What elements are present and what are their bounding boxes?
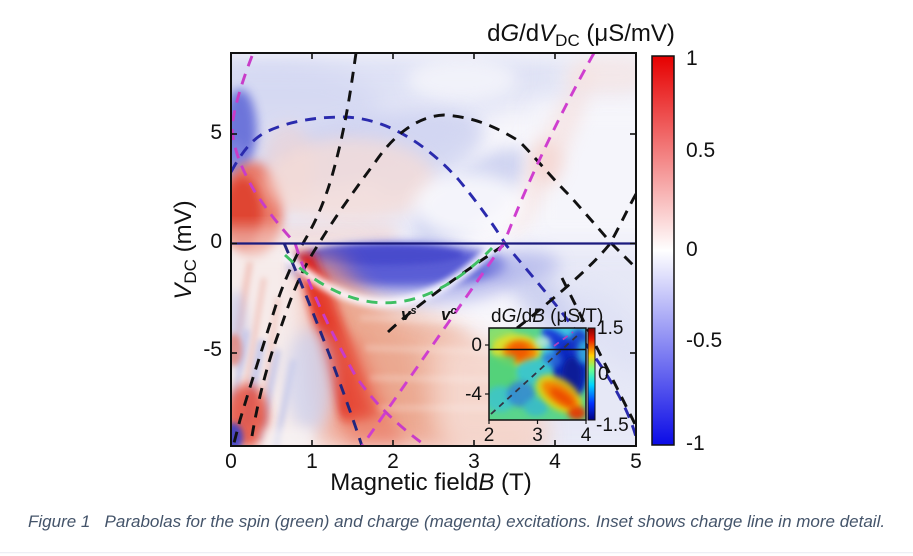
svg-text:0: 0 [471, 335, 482, 356]
svg-text:3: 3 [468, 450, 480, 473]
svg-text:Magnetic fieldB (T): Magnetic fieldB (T) [330, 469, 531, 496]
svg-text:-1: -1 [686, 432, 705, 455]
svg-text:5: 5 [630, 450, 642, 473]
svg-text:0: 0 [225, 450, 237, 473]
svg-text:VDC (mV): VDC (mV) [170, 200, 200, 299]
svg-text:2: 2 [387, 450, 399, 473]
svg-text:dG/dVDC (μS/mV): dG/dVDC (μS/mV) [487, 20, 675, 50]
svg-text:-1.5: -1.5 [596, 415, 629, 436]
svg-text:3: 3 [532, 425, 543, 446]
svg-text:5: 5 [210, 121, 222, 144]
svg-text:0: 0 [598, 364, 609, 385]
svg-text:-5: -5 [203, 338, 222, 361]
svg-text:0: 0 [210, 230, 222, 253]
svg-text:4: 4 [581, 425, 592, 446]
svg-text:0: 0 [686, 238, 698, 261]
svg-text:Figure 1 Parabolas for the s: Figure 1 Parabolas for the spin (green) … [28, 512, 885, 531]
svg-text:0.5: 0.5 [686, 139, 715, 162]
svg-text:-0.5: -0.5 [686, 329, 722, 352]
svg-text:dG/dB (μS/T): dG/dB (μS/T) [491, 306, 603, 327]
svg-text:1.5: 1.5 [597, 318, 623, 339]
svg-text:4: 4 [549, 450, 561, 473]
svg-text:2: 2 [484, 425, 495, 446]
svg-text:-4: -4 [465, 384, 482, 405]
svg-text:1: 1 [306, 450, 318, 473]
svg-text:1: 1 [686, 47, 698, 70]
